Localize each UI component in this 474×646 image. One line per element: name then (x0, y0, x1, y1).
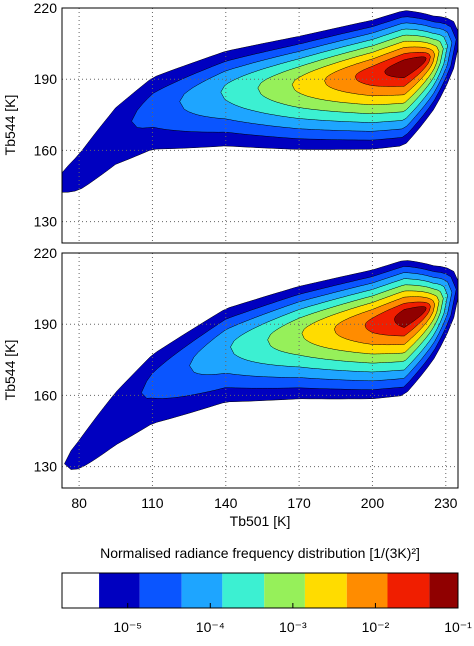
colorbar-tick-label: 10⁻¹ (444, 619, 472, 635)
contour-band (394, 306, 427, 328)
x-tick-label: 170 (287, 495, 311, 511)
axes-frame (61, 7, 459, 244)
colorbar-tick-label: 10⁻³ (279, 619, 307, 635)
colorbar-band (264, 573, 305, 608)
contour-band (384, 56, 427, 79)
y-tick-label: 160 (34, 142, 58, 158)
colorbar-band (304, 573, 347, 608)
colorbar-band (429, 573, 458, 608)
contour-group (62, 10, 458, 193)
y-tick-label: 190 (34, 71, 58, 87)
x-tick-label: 230 (434, 495, 458, 511)
y-tick-label: 130 (34, 214, 58, 230)
colorbar-tick-label: 10⁻² (362, 619, 390, 635)
colorbar-frame (61, 572, 459, 609)
colorbar-band (387, 573, 430, 608)
y-tick-label: 190 (34, 316, 58, 332)
colorbar-band (222, 573, 265, 608)
x-axis-label: Tb501 [K] (230, 513, 291, 529)
colorbar-tick-label: 10⁻⁵ (113, 619, 142, 635)
colorbar-band (181, 573, 223, 608)
y-tick-label: 130 (34, 459, 58, 475)
x-tick-label: 80 (71, 495, 87, 511)
colorbar-band (139, 573, 182, 608)
x-tick-label: 110 (141, 495, 164, 511)
colorbar-band (99, 573, 140, 608)
y-tick-label: 220 (34, 245, 58, 261)
contour-group (64, 260, 458, 470)
x-tick-label: 200 (361, 495, 385, 511)
y-tick-label: 160 (34, 387, 58, 403)
y-axis-label: Tb544 [K] (2, 95, 18, 156)
y-axis-label: Tb544 [K] (2, 340, 18, 401)
x-tick-label: 140 (214, 495, 238, 511)
colorbar-band (62, 573, 100, 608)
y-tick-label: 220 (34, 0, 58, 16)
colorbar-title: Normalised radiance frequency distributi… (100, 545, 420, 561)
colorbar-band (346, 573, 388, 608)
colorbar-tick-label: 10⁻⁴ (196, 619, 225, 635)
axes-frame (61, 252, 459, 489)
